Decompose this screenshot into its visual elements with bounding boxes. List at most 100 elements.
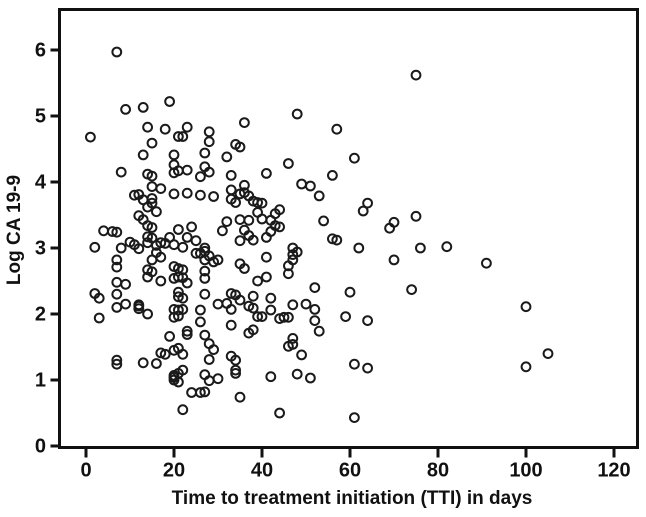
scatter-point — [151, 358, 162, 369]
scatter-point — [181, 232, 193, 243]
scatter-point — [230, 368, 242, 379]
scatter-point — [362, 362, 374, 374]
scatter-point — [89, 241, 101, 253]
scatter-point — [159, 348, 171, 360]
scatter-point — [181, 329, 193, 340]
y-tick-label: 1 — [35, 369, 46, 391]
scatter-point — [199, 273, 211, 284]
scatter-point — [208, 191, 220, 202]
scatter-point — [177, 241, 189, 253]
scatter-point — [168, 188, 180, 200]
scatter-point — [199, 265, 211, 277]
x-tick-label: 100 — [509, 459, 542, 481]
scatter-point — [230, 354, 242, 366]
scatter-point — [85, 131, 96, 143]
scatter-point — [265, 292, 277, 304]
scatter-point — [230, 364, 242, 376]
scatter-point — [221, 298, 233, 309]
scatter-point — [309, 315, 321, 327]
scatter-point — [203, 166, 215, 178]
scatter-point — [195, 387, 206, 398]
scatter-point — [300, 298, 312, 310]
scatter-point — [155, 183, 167, 195]
scatter-point — [221, 151, 233, 163]
x-axis-title: Time to treatment initiation (TTI) in da… — [172, 488, 533, 509]
scatter-point — [410, 210, 422, 222]
scatter-point — [234, 391, 246, 403]
scatter-point — [252, 311, 264, 323]
scatter-point — [195, 316, 206, 328]
scatter-point — [406, 284, 418, 296]
scatter-point — [287, 299, 299, 311]
scatter-point — [133, 303, 145, 315]
x-tick-label: 40 — [251, 459, 273, 481]
scatter-point — [199, 329, 211, 341]
scatter-point — [203, 126, 215, 138]
scatter-point — [137, 149, 149, 161]
scatter-point — [349, 358, 360, 370]
y-tick-label: 4 — [35, 171, 47, 193]
scatter-point — [120, 278, 131, 290]
scatter-point — [305, 180, 316, 192]
scatter-point — [181, 277, 193, 289]
scatter-point — [168, 344, 180, 356]
scatter-point — [230, 197, 242, 208]
scatter-point — [142, 308, 154, 320]
scatter-point — [93, 312, 105, 324]
scatter-point — [146, 254, 158, 266]
scatter-point — [362, 315, 374, 327]
scatter-point — [234, 235, 246, 247]
scatter-point — [357, 205, 369, 217]
scatter-point — [111, 226, 123, 238]
scatter-point — [115, 166, 127, 178]
scatter-point — [111, 46, 123, 58]
scatter-point — [291, 108, 303, 120]
scatter-point — [340, 311, 352, 323]
scatter-point — [164, 96, 176, 107]
scatter-point — [155, 275, 167, 287]
x-axis-ticks — [84, 449, 616, 458]
scatter-point — [252, 197, 264, 208]
x-axis-tick-labels: 0 20 40 60 80 100 120 — [80, 459, 630, 481]
scatter-point — [265, 371, 277, 383]
scatter-point — [410, 69, 422, 81]
scatter-point — [309, 282, 321, 294]
scatter-point — [283, 268, 294, 280]
scatter-point — [168, 311, 180, 323]
scatter-point — [190, 235, 202, 247]
scatter-point — [146, 170, 158, 182]
scatter-point — [225, 170, 237, 181]
scatter-point — [331, 123, 343, 135]
scatter-point — [133, 243, 145, 255]
scatter-point — [203, 136, 215, 148]
scatter-point — [221, 216, 233, 228]
scatter-point — [137, 357, 149, 369]
scatter-point — [239, 117, 250, 128]
scatter-point — [177, 404, 189, 416]
scatter-point — [287, 333, 299, 344]
scatter-point — [265, 304, 277, 316]
scatter-point — [173, 224, 184, 235]
scatter-point — [93, 292, 105, 304]
scatter-point — [186, 221, 198, 233]
scatter-point — [168, 167, 180, 179]
scatter-points — [85, 46, 554, 424]
scatter-point — [313, 325, 325, 337]
x-tick-label: 80 — [427, 459, 449, 481]
scatter-point — [199, 288, 211, 300]
y-tick-label: 5 — [35, 105, 46, 127]
scatter-point — [256, 311, 268, 323]
scatter-point — [247, 302, 259, 314]
scatter-point — [177, 131, 189, 142]
scatter-point — [195, 189, 206, 201]
scatter-point — [291, 368, 303, 380]
scatter-point — [195, 171, 206, 183]
scatter-point — [261, 232, 272, 243]
x-tick-label: 20 — [163, 459, 185, 481]
scatter-point — [151, 240, 162, 251]
scatter-point — [252, 275, 264, 287]
scatter-point — [234, 141, 246, 153]
scatter-point — [261, 251, 272, 263]
scatter-point — [168, 273, 180, 284]
